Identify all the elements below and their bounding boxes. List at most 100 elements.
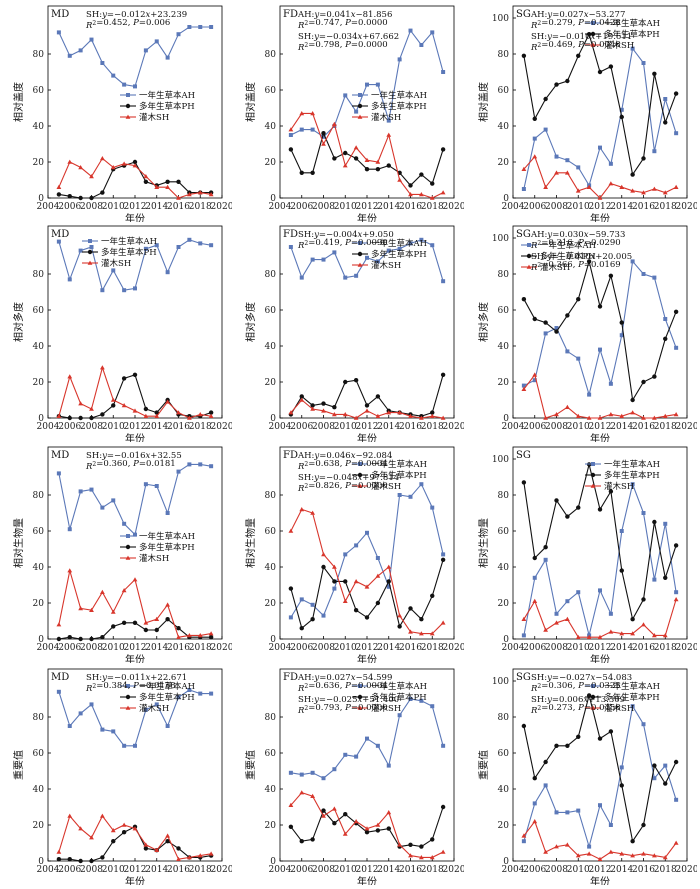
data-point-sh [165, 184, 171, 189]
data-point-sh [408, 629, 413, 634]
data-point-ah [430, 243, 435, 248]
y-tick-label: 0 [270, 414, 276, 424]
regression-annotation: R2=0.469, P=0.0048 [530, 40, 621, 53]
data-point-ah [100, 61, 105, 65]
regression-annotation: SH:y=−0.012x+23.239 [86, 10, 187, 20]
y-tick-label: 80 [33, 713, 45, 723]
data-point-sh [630, 410, 636, 415]
data-point-ph [543, 96, 548, 102]
legend-label-ph: 多年生草本PH [371, 249, 427, 260]
x-tick-label: 2010 [567, 865, 590, 875]
y-tick-label: 0 [503, 857, 509, 867]
legend-marker-ph [357, 251, 363, 257]
data-point-ah [111, 498, 116, 503]
series-line-ph [523, 464, 677, 621]
data-point-ah [641, 722, 646, 727]
data-point-sh [208, 192, 214, 197]
data-point-ah [288, 133, 293, 137]
y-tick-label: 0 [503, 194, 509, 204]
data-point-ah [56, 689, 61, 694]
data-point-sh [440, 849, 446, 854]
data-point-ah [630, 259, 635, 264]
x-tick-label: 2020 [443, 643, 464, 653]
x-tick-label: 2018 [421, 643, 444, 653]
data-point-sh [186, 855, 192, 860]
data-point-ph [554, 82, 559, 87]
data-point-ph [641, 597, 646, 602]
data-point-ah [89, 702, 94, 707]
data-point-ah [441, 279, 446, 284]
y-tick-label: 20 [33, 599, 45, 609]
data-point-ah [365, 82, 369, 87]
data-point-sh [143, 174, 149, 179]
x-tick-label: 2014 [377, 865, 400, 875]
data-point-sh [99, 813, 105, 818]
data-point-ph [353, 156, 359, 161]
legend-marker-sh [590, 705, 596, 710]
data-point-ph [630, 617, 635, 622]
x-tick-label: 2004 [37, 422, 60, 432]
data-point-sh [99, 589, 105, 594]
data-point-ph [321, 401, 326, 406]
data-point-sh [288, 528, 294, 533]
y-axis-label: 相对多度 [477, 302, 490, 342]
plot-frame [47, 668, 223, 862]
data-point-ah [565, 810, 570, 815]
data-point-sh [554, 412, 559, 417]
data-point-sh [564, 170, 570, 175]
data-point-ph [543, 759, 548, 765]
site-label: MD [51, 672, 69, 683]
legend-marker-sh [357, 483, 363, 488]
x-tick-label: 2016 [632, 422, 655, 432]
data-point-ph [165, 617, 170, 622]
data-point-ah [56, 239, 61, 244]
data-point-sh [532, 819, 538, 824]
data-point-ph [375, 600, 381, 606]
y-axis-label: 重要值 [12, 750, 25, 780]
data-point-ph [56, 192, 62, 197]
y-tick-label: 100 [492, 455, 509, 465]
regression-annotation: R2=0.306, P=0.0325 [530, 681, 621, 694]
data-point-sh [208, 631, 214, 636]
series-line-ah [523, 260, 677, 397]
data-point-sh [310, 510, 316, 515]
x-tick-label: 2020 [676, 422, 697, 432]
legend-marker-ah [88, 239, 92, 243]
data-point-ph [78, 415, 83, 421]
data-point-ah [554, 154, 559, 159]
y-tick-label: 40 [265, 122, 277, 132]
data-point-ah [209, 243, 214, 248]
data-point-sh [99, 365, 105, 370]
data-point-ah [375, 743, 380, 748]
x-tick-label: 2016 [167, 202, 190, 212]
data-point-ah [532, 575, 537, 580]
data-point-ah [133, 532, 137, 537]
data-point-ph [673, 91, 679, 96]
y-tick-label: 0 [503, 414, 509, 424]
data-point-ph [576, 297, 581, 302]
data-point-ah [343, 552, 348, 557]
x-tick-label: 2004 [502, 422, 525, 432]
y-tick-label: 0 [270, 194, 276, 204]
data-point-sh [375, 159, 381, 164]
x-tick-label: 2014 [145, 202, 168, 212]
y-tick-label: 60 [33, 86, 45, 96]
data-point-ph [597, 507, 603, 512]
data-point-ah [111, 73, 116, 78]
x-tick-label: 2008 [545, 643, 568, 653]
data-point-ph [673, 543, 679, 548]
data-point-sh [418, 855, 424, 860]
data-point-ah [576, 808, 581, 813]
data-point-ph [332, 579, 337, 584]
y-axis-label: 重要值 [477, 750, 490, 780]
regression-annotation: R2=0.452, P=0.006 [85, 18, 170, 31]
data-point-sh [375, 822, 381, 827]
data-point-ah [122, 521, 127, 526]
data-point-ph [89, 858, 94, 864]
data-point-ph [419, 172, 424, 177]
legend-label-sh: 灌木SH [604, 703, 634, 714]
x-tick-label: 2018 [189, 865, 212, 875]
y-tick-label: 80 [498, 50, 510, 60]
legend-label-ah: 一年生草本AH [139, 681, 195, 692]
